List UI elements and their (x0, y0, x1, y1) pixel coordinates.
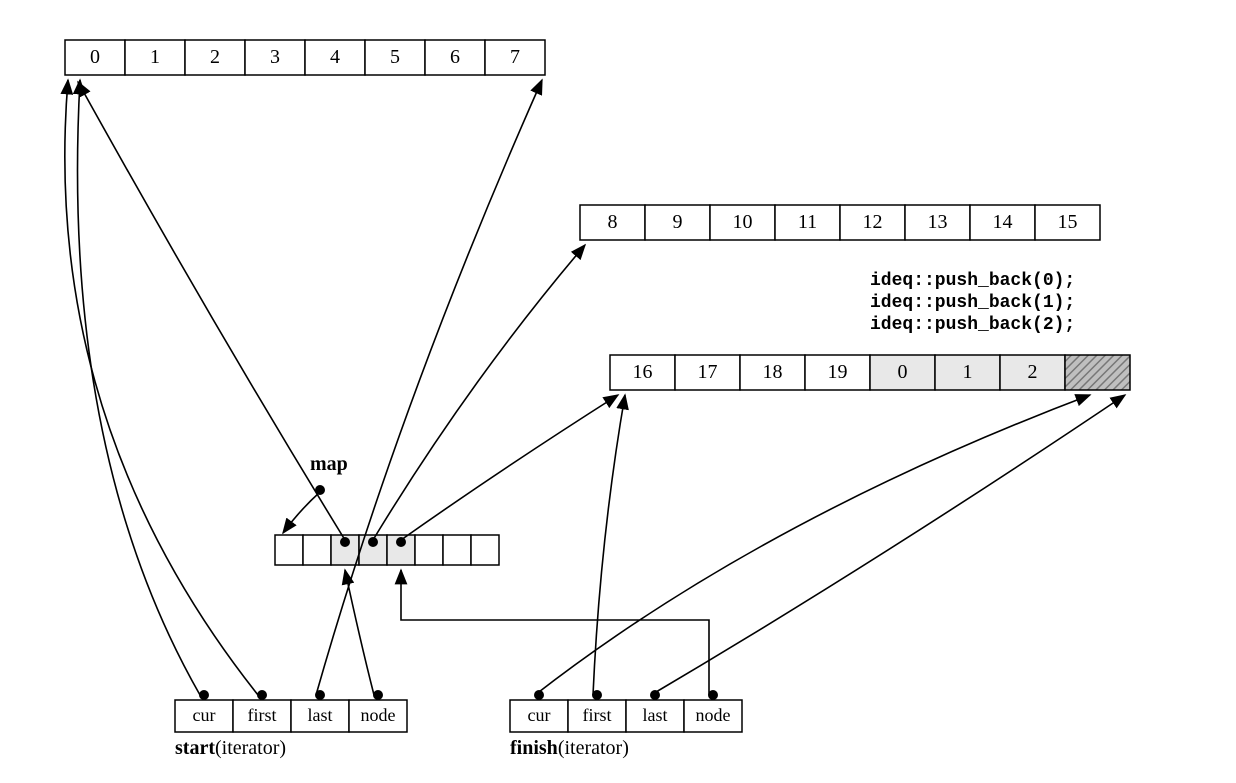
pointer-arrow (345, 570, 374, 695)
iterator-field: node (361, 705, 396, 725)
pointer-arrow (651, 395, 1125, 695)
iterator-field: first (248, 705, 277, 725)
iterator-field: last (643, 705, 668, 725)
iterator-field: cur (528, 705, 551, 725)
cell-value: 6 (450, 46, 460, 68)
iterator-label: start(iterator) (175, 737, 286, 759)
cell-value: 15 (1058, 211, 1078, 233)
cell-value: 3 (270, 46, 280, 68)
cell-value: 1 (963, 361, 973, 383)
buffer-0: 0 1 2 3 4 5 6 7 (65, 40, 545, 75)
cell-value: 7 (510, 46, 520, 68)
pointer-arrow (401, 570, 709, 695)
start-iterator: cur first last node start(iterator) (175, 690, 407, 759)
iterator-field: node (696, 705, 731, 725)
iterator-field: first (583, 705, 612, 725)
cell-value: 12 (863, 211, 883, 233)
pointer-arrow (373, 245, 585, 540)
cell-value: 1 (150, 46, 160, 68)
cell-value: 18 (763, 361, 783, 383)
pointer-arrow (283, 492, 320, 533)
buffer-1: 8 9 10 11 12 13 14 15 (580, 205, 1100, 240)
pointer-arrow (401, 395, 618, 540)
iterator-field: last (308, 705, 333, 725)
cell-value: 10 (733, 211, 753, 233)
cell-value: 2 (1028, 361, 1038, 383)
cell-value: 13 (928, 211, 948, 233)
iterator-field: cur (193, 705, 216, 725)
cell-value: 0 (898, 361, 908, 383)
cell-value: 2 (210, 46, 220, 68)
map-label: map (310, 453, 348, 475)
cell-value: 19 (828, 361, 848, 383)
cell-value: 4 (330, 46, 340, 68)
cell-value: 9 (673, 211, 683, 233)
finish-iterator: cur first last node finish(iterator) (510, 690, 742, 759)
cell-value: 0 (90, 46, 100, 68)
code-line: ideq::push_back(1); (870, 293, 1075, 313)
buffer-2: 16 17 18 19 0 1 2 (610, 355, 1130, 390)
deque-diagram: 012345678910111213141516171819012mapcurf… (0, 0, 1236, 783)
cell-value: 14 (993, 211, 1013, 233)
code-line: ideq::push_back(0); (870, 271, 1075, 291)
iterator-label: finish(iterator) (510, 737, 629, 759)
cell-value: 16 (633, 361, 653, 383)
pointer-arrow (593, 395, 625, 695)
cell-value: 8 (608, 211, 618, 233)
cell-value: 11 (798, 211, 817, 233)
cell-value: 17 (698, 361, 718, 383)
cell-value: 5 (390, 46, 400, 68)
pointer-arrow (78, 82, 345, 540)
code-line: ideq::push_back(2); (870, 315, 1075, 335)
pointer-arrow (316, 80, 542, 695)
